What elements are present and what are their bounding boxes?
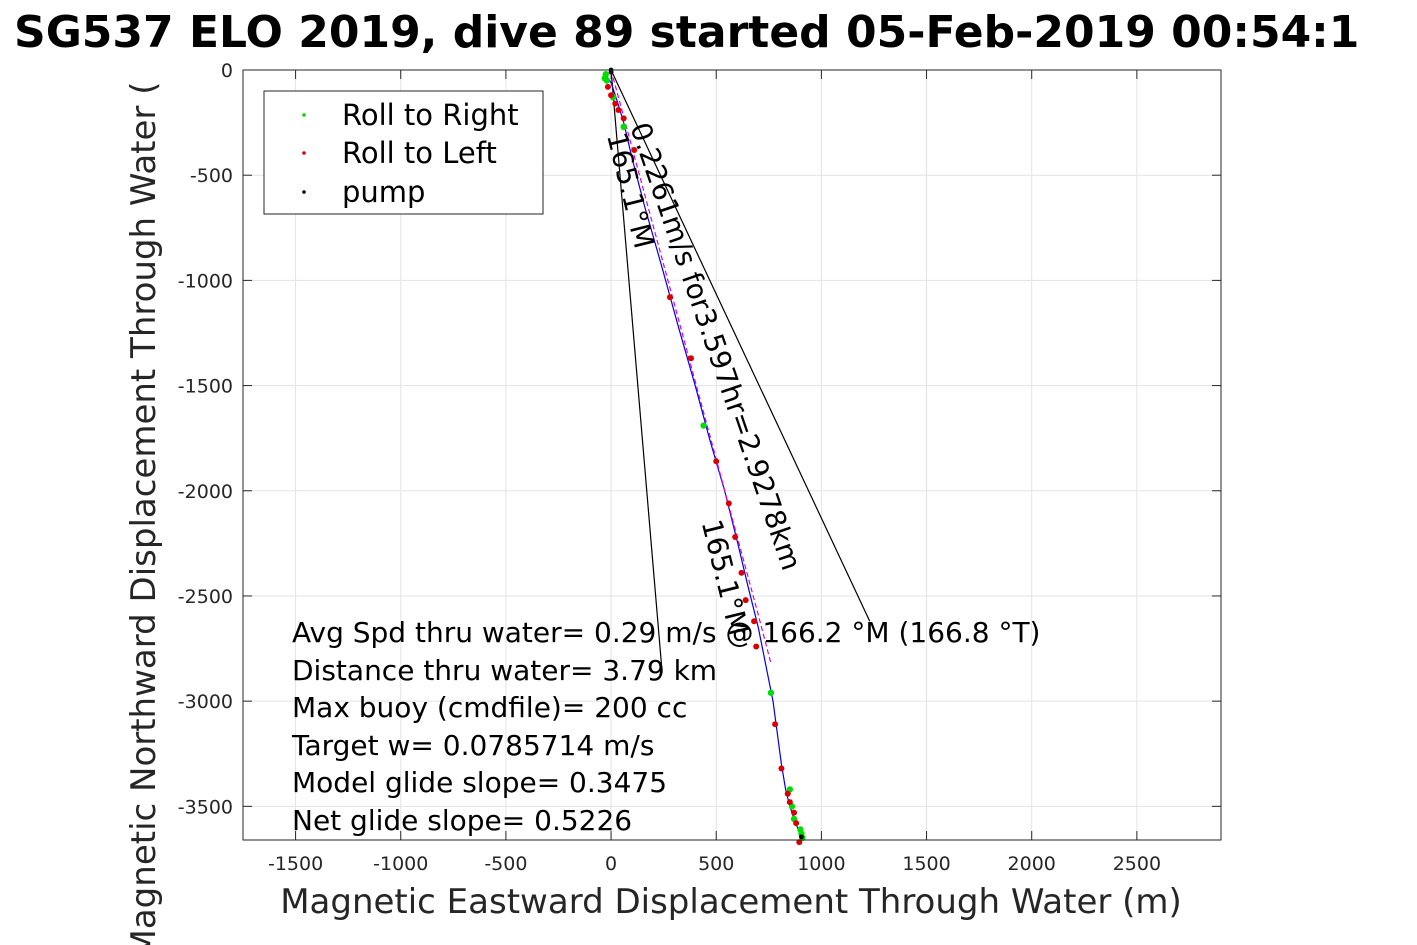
y-axis-label: Magnetic Northward Displacement Through … [124, 82, 164, 945]
roll-right-point [700, 422, 707, 429]
legend-marker-roll-right [302, 113, 306, 117]
roll-right-point [767, 689, 775, 696]
annotation-model-glide-slope: Model glide slope= 0.3475 [292, 766, 667, 799]
roll-left-point [751, 618, 758, 625]
y-tick-label: -500 [190, 165, 233, 187]
roll-right-point [603, 77, 611, 84]
roll-left-point [793, 820, 800, 827]
roll-left-point [784, 790, 791, 797]
roll-left-point [604, 83, 611, 90]
y-tick-label: -2000 [178, 481, 233, 503]
roll-left-point [738, 569, 745, 576]
annotation-avg-speed: Avg Spd thru water= 0.29 m/s @ 166.2 °M … [292, 616, 1040, 649]
legend-label-roll-left: Roll to Left [342, 136, 497, 170]
y-tick-label: -2500 [178, 586, 233, 608]
x-tick-label: 2500 [1113, 853, 1161, 875]
x-tick-label: -500 [484, 853, 527, 875]
stats-annotations: Avg Spd thru water= 0.29 m/s @ 166.2 °M … [291, 616, 1040, 837]
y-tick-label: 0 [221, 60, 233, 82]
depth-average-curve [610, 69, 772, 664]
roll-left-point [713, 458, 720, 465]
legend-marker-roll-left [302, 151, 306, 155]
rotated-track-label: 0.2261m/s for3.597hr=2.9278km [623, 118, 808, 574]
annotation-max-buoy: Max buoy (cmdfile)= 200 cc [292, 691, 687, 724]
roll-left-point [666, 294, 673, 301]
roll-left-point [791, 809, 798, 816]
chart-title: SG537 ELO 2019, dive 89 started 05-Feb-2… [14, 7, 1359, 58]
roll-left-point [772, 721, 779, 728]
roll-left-point [778, 765, 785, 772]
x-tick-label: 500 [698, 853, 734, 875]
pump-point [799, 834, 804, 840]
legend-label-roll-right: Roll to Right [342, 98, 519, 132]
legend-marker-pump [302, 190, 306, 194]
data-series [601, 67, 806, 846]
roll-left-point [631, 146, 638, 153]
x-tick-label: 1000 [797, 853, 845, 875]
roll-left-point [687, 355, 694, 362]
legend: Roll to Right Roll to Left pump [263, 90, 544, 215]
plot-area-border [242, 69, 1222, 841]
annotation-net-glide-slope: Net glide slope= 0.5226 [292, 804, 632, 837]
rotated-labels: 0.2261m/s for3.597hr=2.9278km165.1°M165.… [600, 118, 808, 638]
roll-left-point [796, 839, 803, 846]
roll-left-point [753, 643, 760, 650]
roll-left-point [732, 534, 739, 541]
x-axis-label: Magnetic Eastward Displacement Through W… [280, 882, 1182, 922]
y-tick-label: -1500 [178, 376, 233, 398]
roll-left-point [612, 100, 619, 107]
roll-left-point [608, 92, 615, 99]
legend-box [263, 90, 544, 215]
roll-left-point [742, 597, 749, 604]
legend-label-pump: pump [342, 175, 425, 209]
axis-ticks: -1500 -1000 -500 0 500 1000 1500 2000 2500 0 -500 -… [178, 60, 1221, 875]
heading-guide-line [610, 69, 871, 622]
x-tick-label: -1500 [268, 853, 323, 875]
y-tick-label: -3000 [178, 691, 233, 713]
x-tick-label: 1500 [902, 853, 950, 875]
heading-guide-line [610, 69, 663, 666]
roll-left-point [620, 115, 627, 122]
x-tick-label: 2000 [1008, 853, 1056, 875]
annotation-distance: Distance thru water= 3.79 km [292, 654, 717, 687]
roll-right-point [602, 71, 610, 78]
heading-guide-lines [610, 69, 871, 666]
y-tick-label: -1000 [178, 270, 233, 292]
roll-left-point [615, 106, 622, 113]
roll-left-point [786, 799, 793, 806]
roll-right-point [620, 123, 627, 131]
x-tick-label: -1000 [373, 853, 428, 875]
annotation-target-w: Target w= 0.0785714 m/s [291, 729, 654, 762]
x-tick-label: 0 [605, 853, 617, 875]
roll-left-point [725, 500, 732, 507]
y-tick-label: -3500 [178, 796, 233, 818]
